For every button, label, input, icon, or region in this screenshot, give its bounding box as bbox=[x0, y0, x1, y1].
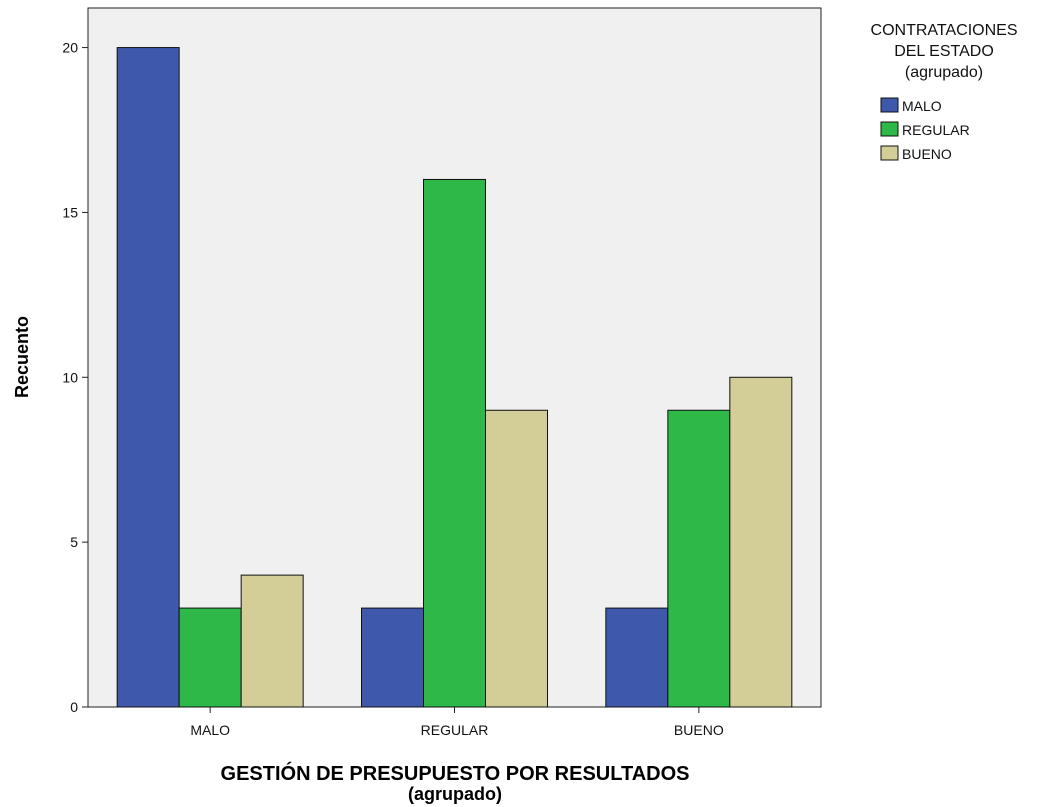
x-axis-title-line2: (agrupado) bbox=[408, 784, 502, 804]
bar-bueno-regular bbox=[667, 409, 731, 708]
legend-swatch bbox=[880, 97, 899, 113]
legend-label: REGULAR bbox=[902, 122, 970, 138]
x-axis: MALO REGULAR BUENO bbox=[190, 707, 724, 738]
legend-title-line3: (agrupado) bbox=[905, 64, 983, 81]
bars-layer bbox=[116, 47, 793, 708]
bar-regular-malo bbox=[361, 607, 424, 708]
y-axis: 0 5 10 15 20 bbox=[62, 40, 88, 715]
legend: CONTRATACIONES DEL ESTADO (agrupado) MAL… bbox=[871, 22, 1018, 162]
x-tick-label: MALO bbox=[190, 722, 230, 738]
bar-bueno-malo bbox=[605, 607, 669, 708]
legend-title-line2: DEL ESTADO bbox=[894, 43, 994, 60]
legend-label: MALO bbox=[902, 98, 942, 114]
bar-bueno-bueno bbox=[729, 376, 793, 708]
bar-malo-bueno bbox=[240, 574, 304, 708]
y-tick-label: 10 bbox=[62, 369, 78, 385]
y-tick-label: 15 bbox=[62, 204, 78, 220]
y-tick-label: 20 bbox=[62, 40, 78, 56]
x-axis-title-line1: GESTIÓN DE PRESUPUESTO POR RESULTADOS bbox=[221, 761, 690, 785]
legend-title-line1: CONTRATACIONES bbox=[871, 22, 1018, 39]
y-tick-label: 5 bbox=[70, 534, 78, 550]
bar-malo-malo bbox=[116, 47, 180, 708]
x-tick-label: BUENO bbox=[674, 722, 724, 738]
legend-swatch bbox=[880, 145, 899, 161]
bar-regular-bueno bbox=[485, 409, 548, 708]
y-axis-title: Recuento bbox=[12, 316, 32, 398]
legend-label: BUENO bbox=[902, 146, 952, 162]
x-tick-label: REGULAR bbox=[421, 722, 489, 738]
legend-swatch bbox=[880, 121, 899, 137]
bar-malo-regular bbox=[178, 607, 242, 708]
legend-items: MALO REGULAR BUENO bbox=[880, 97, 970, 162]
y-tick-label: 0 bbox=[70, 699, 78, 715]
bar-regular-regular bbox=[423, 178, 486, 708]
